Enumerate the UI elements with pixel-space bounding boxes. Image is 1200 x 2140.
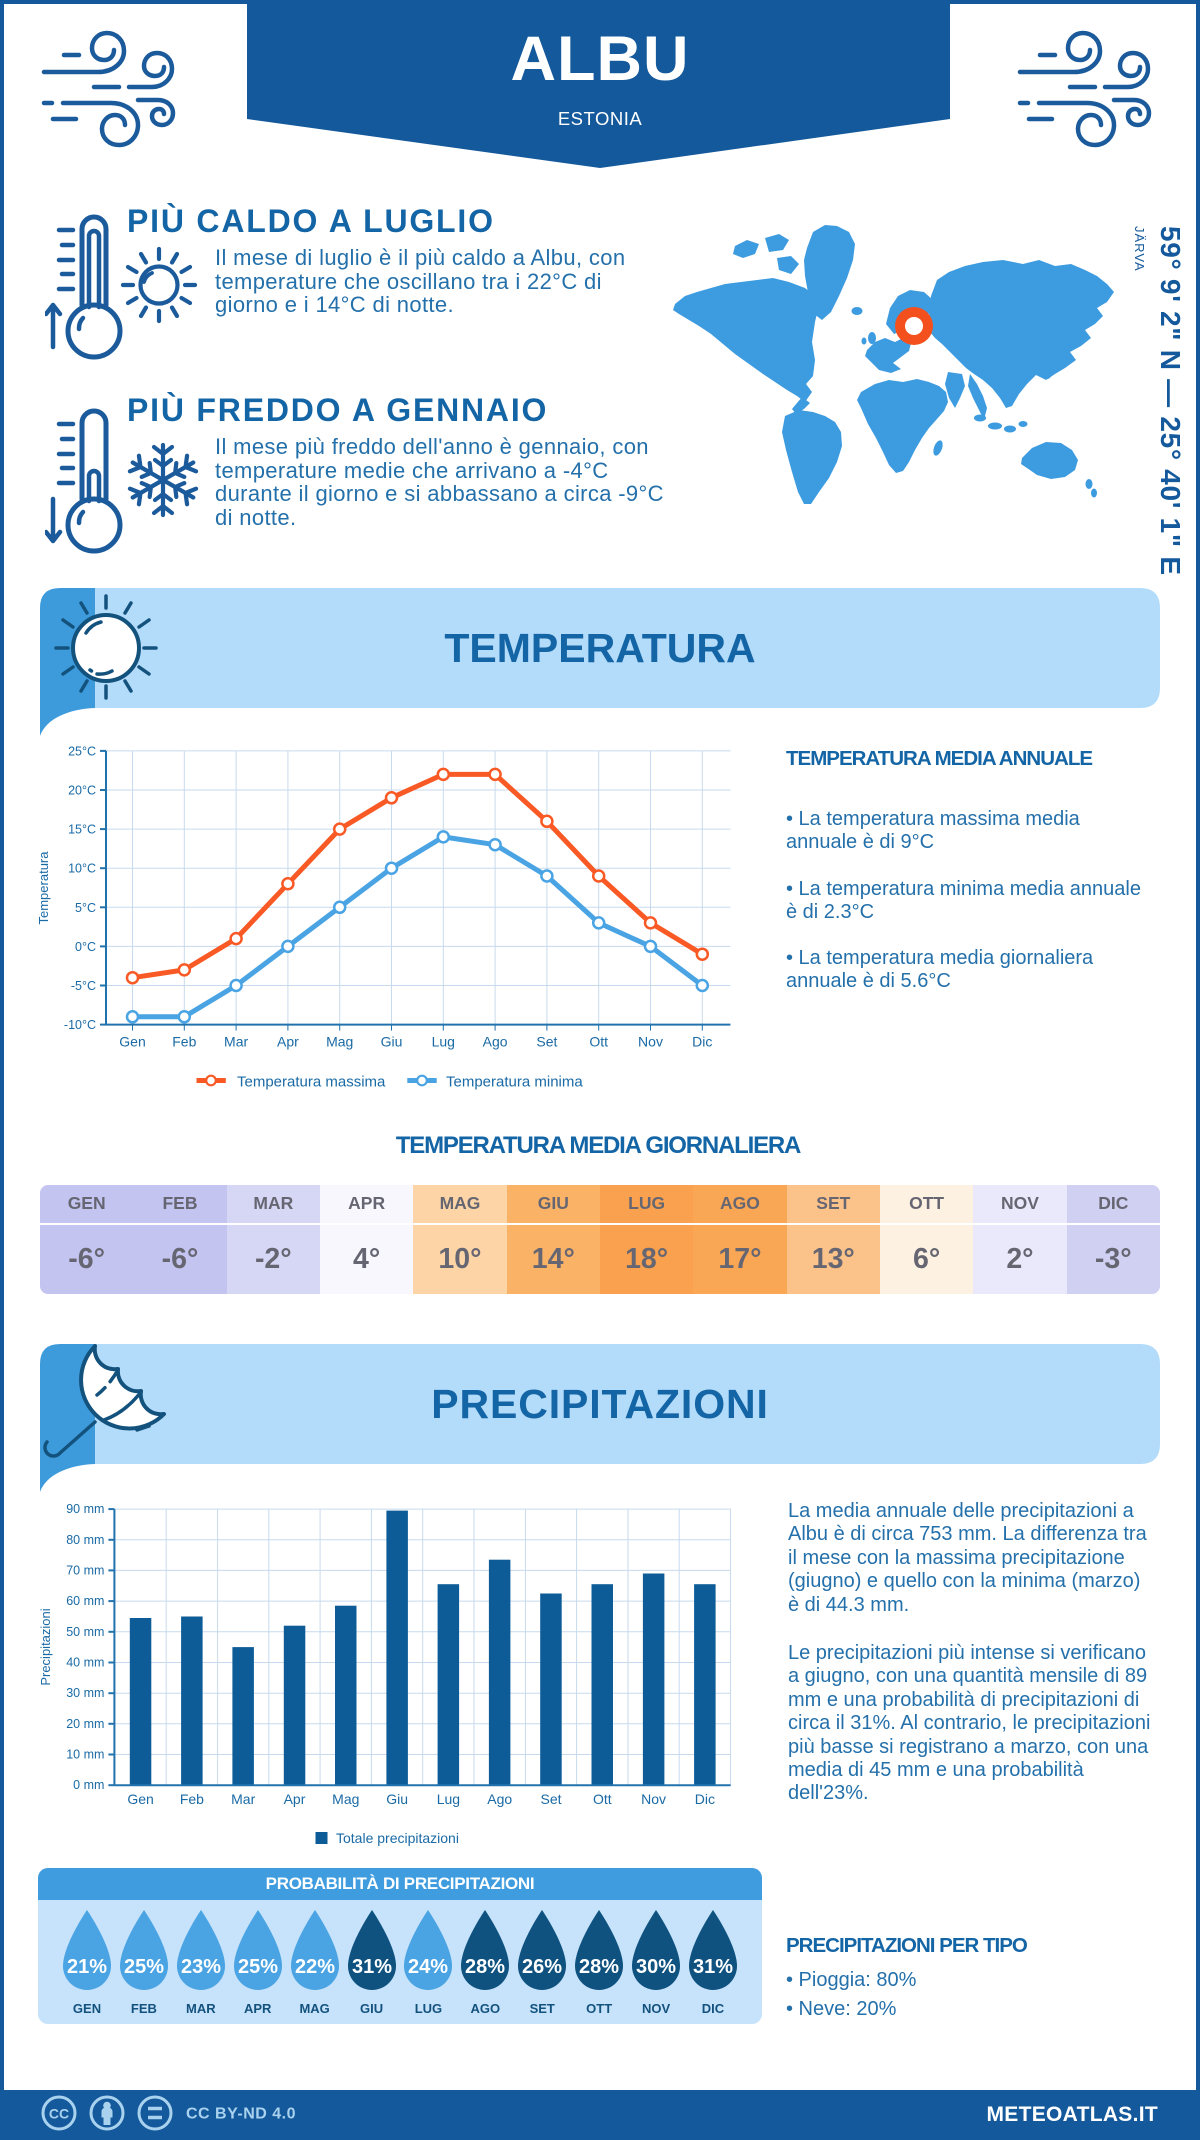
svg-text:23%: 23%	[181, 1956, 221, 1978]
svg-text:Dic: Dic	[692, 1034, 712, 1050]
svg-text:Mag: Mag	[326, 1034, 353, 1050]
svg-text:10 mm: 10 mm	[66, 1748, 104, 1762]
svg-text:Ott: Ott	[589, 1034, 608, 1050]
svg-text:20 mm: 20 mm	[66, 1717, 104, 1731]
svg-text:Nov: Nov	[638, 1034, 663, 1050]
svg-text:Giu: Giu	[386, 1791, 408, 1807]
svg-text:Apr: Apr	[284, 1791, 306, 1807]
svg-text:Ott: Ott	[593, 1791, 612, 1807]
svg-text:Lug: Lug	[437, 1791, 460, 1807]
svg-text:40 mm: 40 mm	[66, 1656, 104, 1670]
svg-text:24%: 24%	[408, 1956, 448, 1978]
svg-text:Temperatura: Temperatura	[36, 851, 51, 925]
svg-text:15°C: 15°C	[68, 823, 96, 837]
svg-text:Nov: Nov	[641, 1791, 666, 1807]
svg-text:Ago: Ago	[487, 1791, 512, 1807]
svg-text:CC BY-ND 4.0: CC BY-ND 4.0	[186, 2106, 296, 2123]
svg-text:Apr: Apr	[277, 1034, 299, 1050]
svg-text:Set: Set	[536, 1034, 557, 1050]
svg-text:-5°C: -5°C	[71, 979, 96, 993]
svg-text:-10°C: -10°C	[64, 1018, 96, 1032]
svg-text:50 mm: 50 mm	[66, 1625, 104, 1639]
svg-text:Mar: Mar	[224, 1034, 248, 1050]
svg-text:Set: Set	[540, 1791, 561, 1807]
svg-text:20°C: 20°C	[68, 784, 96, 798]
svg-text:30 mm: 30 mm	[66, 1686, 104, 1700]
svg-text:5°C: 5°C	[75, 901, 96, 915]
svg-text:25°C: 25°C	[68, 744, 96, 758]
svg-text:Temperatura minima: Temperatura minima	[446, 1073, 583, 1090]
svg-text:31%: 31%	[693, 1956, 733, 1978]
svg-text:22%: 22%	[295, 1956, 335, 1978]
svg-text:21%: 21%	[67, 1956, 107, 1978]
svg-text:60 mm: 60 mm	[66, 1594, 104, 1608]
svg-text:26%: 26%	[522, 1956, 562, 1978]
svg-text:28%: 28%	[579, 1956, 619, 1978]
svg-text:Totale precipitazioni: Totale precipitazioni	[336, 1830, 459, 1846]
svg-text:Precipitazioni: Precipitazioni	[38, 1608, 53, 1685]
svg-text:Feb: Feb	[172, 1034, 196, 1050]
svg-text:30%: 30%	[636, 1956, 676, 1978]
svg-text:Mar: Mar	[231, 1791, 255, 1807]
svg-text:28%: 28%	[465, 1956, 505, 1978]
svg-text:70 mm: 70 mm	[66, 1563, 104, 1577]
svg-text:Lug: Lug	[432, 1034, 455, 1050]
svg-text:31%: 31%	[352, 1956, 392, 1978]
svg-text:25%: 25%	[238, 1956, 278, 1978]
svg-text:Gen: Gen	[127, 1791, 153, 1807]
svg-text:25%: 25%	[124, 1956, 164, 1978]
svg-text:Feb: Feb	[180, 1791, 204, 1807]
svg-text:Gen: Gen	[119, 1034, 145, 1050]
svg-text:Dic: Dic	[695, 1791, 715, 1807]
svg-text:10°C: 10°C	[68, 862, 96, 876]
svg-text:CC: CC	[49, 2106, 69, 2122]
svg-text:0°C: 0°C	[75, 940, 96, 954]
svg-text:Temperatura massima: Temperatura massima	[237, 1073, 386, 1090]
svg-text:Giu: Giu	[381, 1034, 403, 1050]
svg-text:80 mm: 80 mm	[66, 1533, 104, 1547]
svg-text:90 mm: 90 mm	[66, 1502, 104, 1516]
svg-text:Mag: Mag	[332, 1791, 359, 1807]
svg-text:Ago: Ago	[483, 1034, 508, 1050]
svg-text:0 mm: 0 mm	[73, 1778, 104, 1792]
